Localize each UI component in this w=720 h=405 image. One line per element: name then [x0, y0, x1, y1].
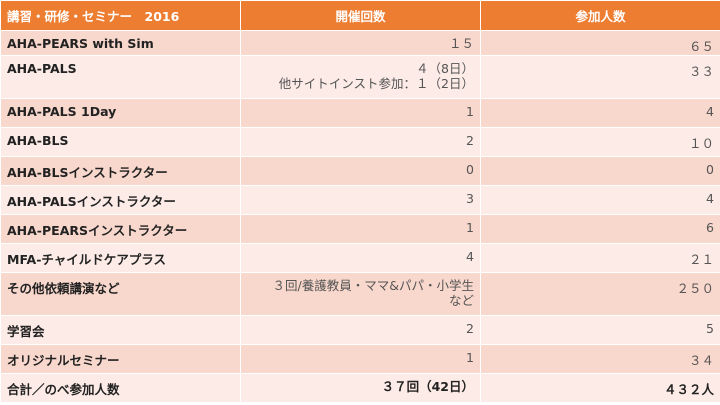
participant-count: ３４	[480, 344, 720, 374]
session-count: 4	[240, 243, 481, 273]
participant-count: ２１	[480, 243, 720, 273]
table-row: AHA-BLSインストラクター 0 0	[0, 156, 720, 186]
table-row: AHA-PEARS with Sim １５ ６５	[0, 30, 720, 56]
total-label: 合計／のべ参加人数	[0, 373, 241, 403]
session-count: １５	[240, 30, 481, 56]
course-name: AHA-BLS	[0, 127, 241, 157]
total-sessions: ３７回（42日）	[240, 373, 481, 403]
total-row: 合計／のべ参加人数 ３７回（42日） ４３２人	[0, 373, 720, 403]
header-participants: 参加人数	[480, 0, 720, 31]
session-count: ４（8日） 他サイトインスト参加：１（2日）	[240, 55, 481, 99]
participant-count: 4	[480, 98, 720, 128]
table-row: AHA-PALSインストラクター 3 4	[0, 185, 720, 215]
course-name: その他依頼講演など	[0, 272, 241, 316]
table-row: MFA-チャイルドケアプラス 4 ２１	[0, 243, 720, 273]
session-count: ３回/養護教員・ママ&パパ・小学生 など	[240, 272, 481, 316]
participant-count: 4	[480, 185, 720, 215]
participant-count: ６５	[480, 30, 720, 56]
participant-count: 6	[480, 214, 720, 244]
table-row: AHA-PEARSインストラクター 1 6	[0, 214, 720, 244]
course-name: AHA-BLSインストラクター	[0, 156, 241, 186]
session-count: 1	[240, 214, 481, 244]
course-name: AHA-PALS	[0, 55, 241, 99]
table-row: その他依頼講演など ３回/養護教員・ママ&パパ・小学生 など ２５０	[0, 272, 720, 316]
participant-count: ２５０	[480, 272, 720, 316]
course-name: AHA-PEARSインストラクター	[0, 214, 241, 244]
table-row: AHA-PALS 1Day 1 4	[0, 98, 720, 128]
participant-count: 5	[480, 315, 720, 345]
session-count: 1	[240, 98, 481, 128]
session-count: 2	[240, 127, 481, 157]
participant-count: ３３	[480, 55, 720, 99]
session-count: 2	[240, 315, 481, 345]
session-count: 3	[240, 185, 481, 215]
header-course: 講習・研修・セミナー 2016	[0, 0, 241, 31]
total-participants: ４３２人	[480, 373, 720, 403]
course-name: AHA-PEARS with Sim	[0, 30, 241, 56]
course-name: 学習会	[0, 315, 241, 345]
course-name: AHA-PALS 1Day	[0, 98, 241, 128]
session-count: 0	[240, 156, 481, 186]
session-count: 1	[240, 344, 481, 374]
header-sessions: 開催回数	[240, 0, 481, 31]
table-header-row: 講習・研修・セミナー 2016 開催回数 参加人数	[0, 0, 720, 31]
course-name: AHA-PALSインストラクター	[0, 185, 241, 215]
participant-count: 0	[480, 156, 720, 186]
participant-count: １０	[480, 127, 720, 157]
table-row: AHA-PALS ４（8日） 他サイトインスト参加：１（2日） ３３	[0, 55, 720, 99]
table-row: オリジナルセミナー 1 ３４	[0, 344, 720, 374]
table-row: 学習会 2 5	[0, 315, 720, 345]
course-name: オリジナルセミナー	[0, 344, 241, 374]
table-row: AHA-BLS 2 １０	[0, 127, 720, 157]
course-name: MFA-チャイルドケアプラス	[0, 243, 241, 273]
